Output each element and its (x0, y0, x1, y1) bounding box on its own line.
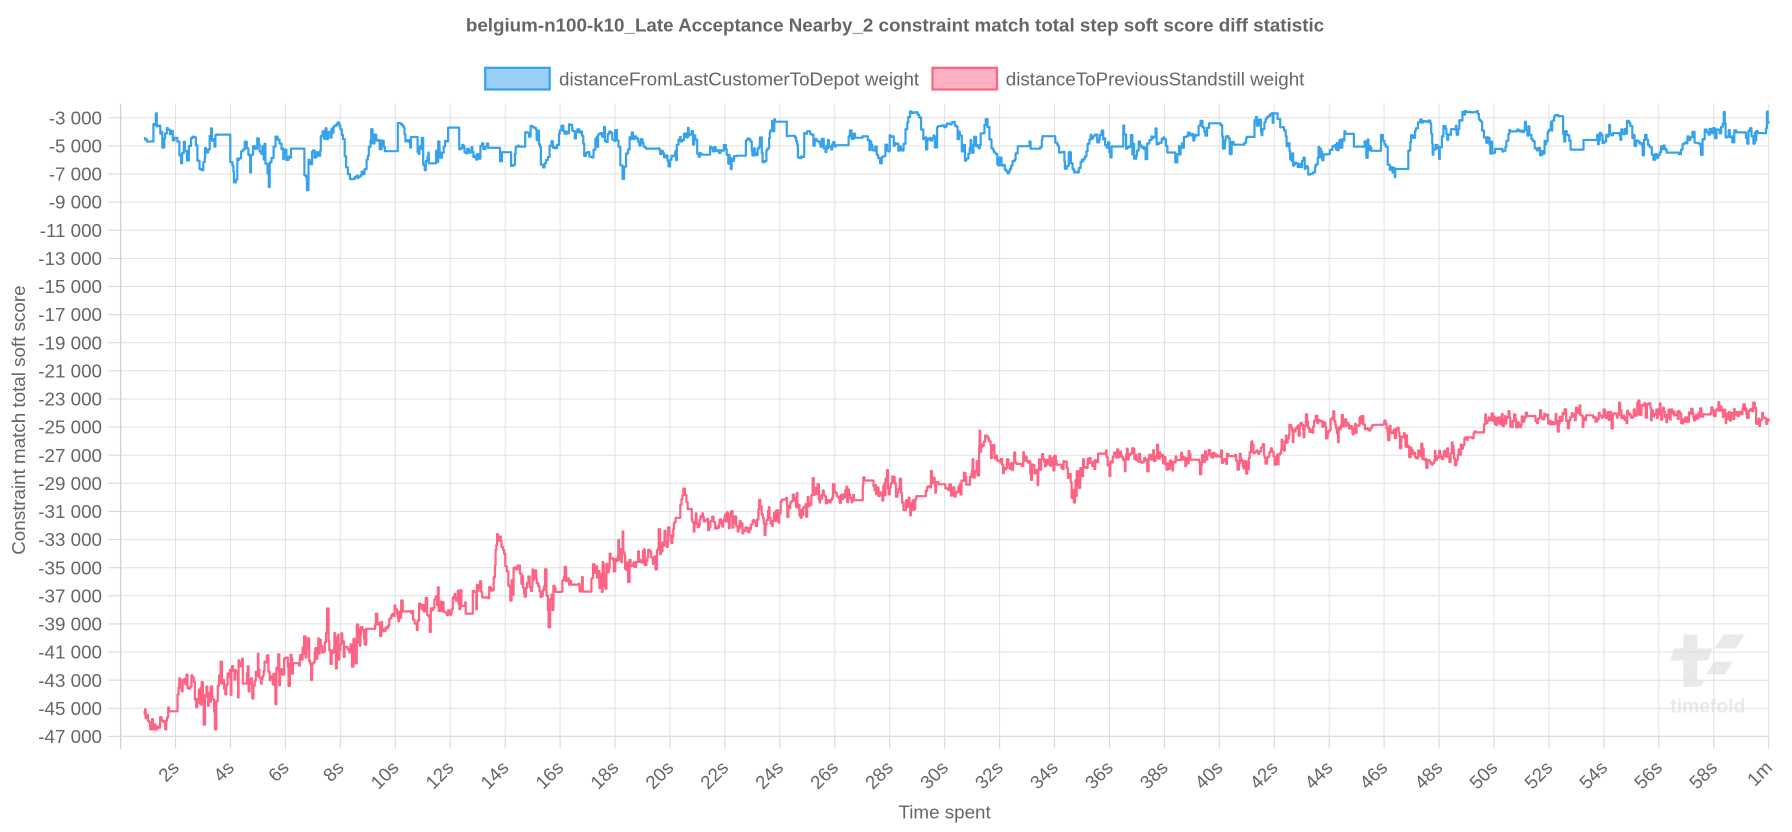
svg-text:-25 000: -25 000 (38, 417, 102, 438)
svg-text:-27 000: -27 000 (38, 445, 102, 466)
svg-text:Time spent: Time spent (898, 802, 991, 823)
svg-text:-7 000: -7 000 (49, 164, 102, 185)
svg-text:timefold: timefold (1670, 697, 1745, 718)
svg-text:-21 000: -21 000 (38, 360, 102, 381)
svg-text:-15 000: -15 000 (38, 276, 102, 297)
svg-text:-43 000: -43 000 (38, 670, 102, 691)
svg-text:belgium-n100-k10_Late Acceptan: belgium-n100-k10_Late Acceptance Nearby_… (466, 15, 1324, 36)
svg-text:-23 000: -23 000 (38, 389, 102, 410)
svg-text:-13 000: -13 000 (38, 248, 102, 269)
svg-text:-45 000: -45 000 (38, 698, 102, 719)
svg-text:-5 000: -5 000 (49, 136, 102, 157)
svg-text:-47 000: -47 000 (38, 726, 102, 747)
svg-text:-35 000: -35 000 (38, 557, 102, 578)
svg-text:-3 000: -3 000 (49, 107, 102, 128)
svg-text:-11 000: -11 000 (40, 220, 102, 241)
svg-text:-33 000: -33 000 (38, 529, 102, 550)
svg-text:-39 000: -39 000 (38, 614, 102, 635)
svg-text:-9 000: -9 000 (49, 192, 102, 213)
svg-text:Constraint match total soft sc: Constraint match total soft score (8, 285, 29, 554)
svg-text:-17 000: -17 000 (38, 304, 102, 325)
svg-text:-29 000: -29 000 (38, 473, 102, 494)
svg-text:distanceToPreviousStandstill w: distanceToPreviousStandstill weight (1006, 69, 1305, 90)
svg-text:-19 000: -19 000 (38, 332, 102, 353)
svg-text:-31 000: -31 000 (38, 501, 102, 522)
svg-text:-37 000: -37 000 (38, 585, 102, 606)
svg-text:distanceFromLastCustomerToDepo: distanceFromLastCustomerToDepot weight (559, 69, 920, 90)
svg-text:-41 000: -41 000 (38, 642, 102, 663)
